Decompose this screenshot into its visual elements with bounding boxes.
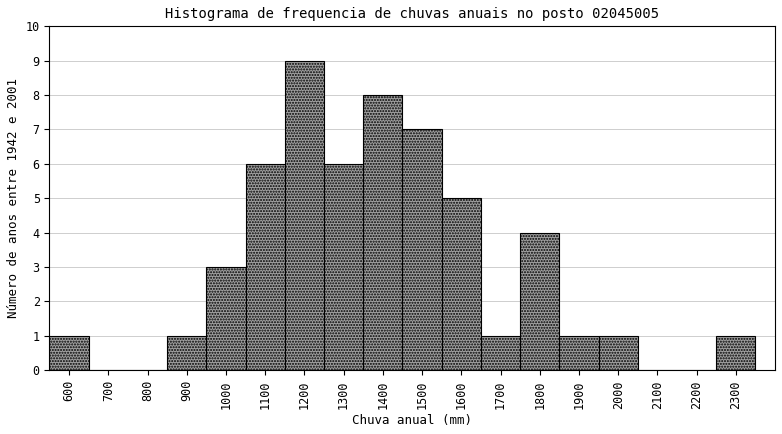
Y-axis label: Número de anos entre 1942 e 2001: Número de anos entre 1942 e 2001	[7, 78, 20, 318]
Bar	[363, 95, 403, 370]
Bar	[598, 336, 638, 370]
Bar	[324, 164, 363, 370]
Bar	[403, 129, 442, 370]
Bar	[520, 233, 559, 370]
Bar	[481, 336, 520, 370]
Bar	[167, 336, 206, 370]
Bar	[206, 267, 246, 370]
Bar	[559, 336, 598, 370]
Bar	[285, 61, 324, 370]
X-axis label: Chuva anual (mm): Chuva anual (mm)	[352, 414, 472, 427]
Bar	[49, 336, 88, 370]
Bar	[442, 198, 481, 370]
Title: Histograma de frequencia de chuvas anuais no posto 02045005: Histograma de frequencia de chuvas anuai…	[165, 7, 659, 21]
Bar	[716, 336, 755, 370]
Bar	[246, 164, 285, 370]
